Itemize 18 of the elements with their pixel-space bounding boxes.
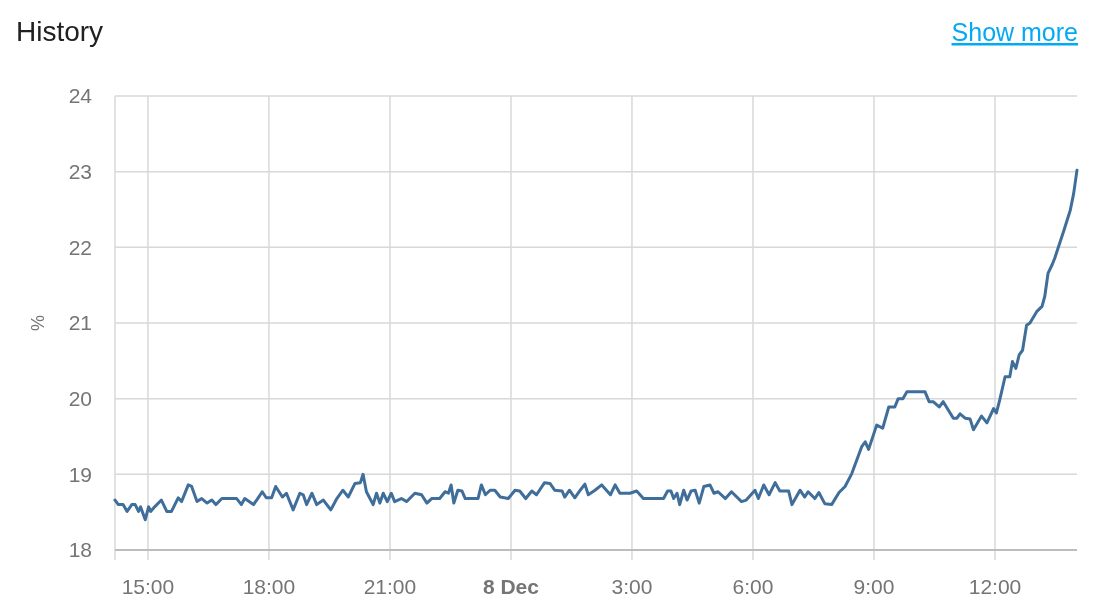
y-tick-label: 23 — [68, 160, 92, 184]
x-tick-label: 6:00 — [732, 575, 774, 598]
x-tick-label: 9:00 — [853, 575, 895, 598]
x-tick-label: 8 Dec — [482, 575, 540, 598]
y-tick-label: 22 — [68, 235, 92, 259]
y-tick-label: 24 — [68, 84, 93, 108]
chart-title: History — [16, 16, 104, 47]
y-axis-title: % — [28, 314, 48, 332]
y-tick-label: 19 — [68, 462, 92, 486]
x-tick-label: 21:00 — [363, 575, 417, 598]
x-tick-label: 12:00 — [968, 575, 1022, 598]
y-tick-label: 18 — [68, 538, 92, 562]
x-tick-label: 18:00 — [242, 575, 296, 598]
y-tick-label: 20 — [68, 387, 92, 411]
x-tick-label: 15:00 — [121, 575, 175, 598]
text: Show more — [951, 18, 1078, 46]
y-tick-label: 21 — [68, 311, 92, 335]
x-tick-label: 3:00 — [611, 575, 653, 598]
